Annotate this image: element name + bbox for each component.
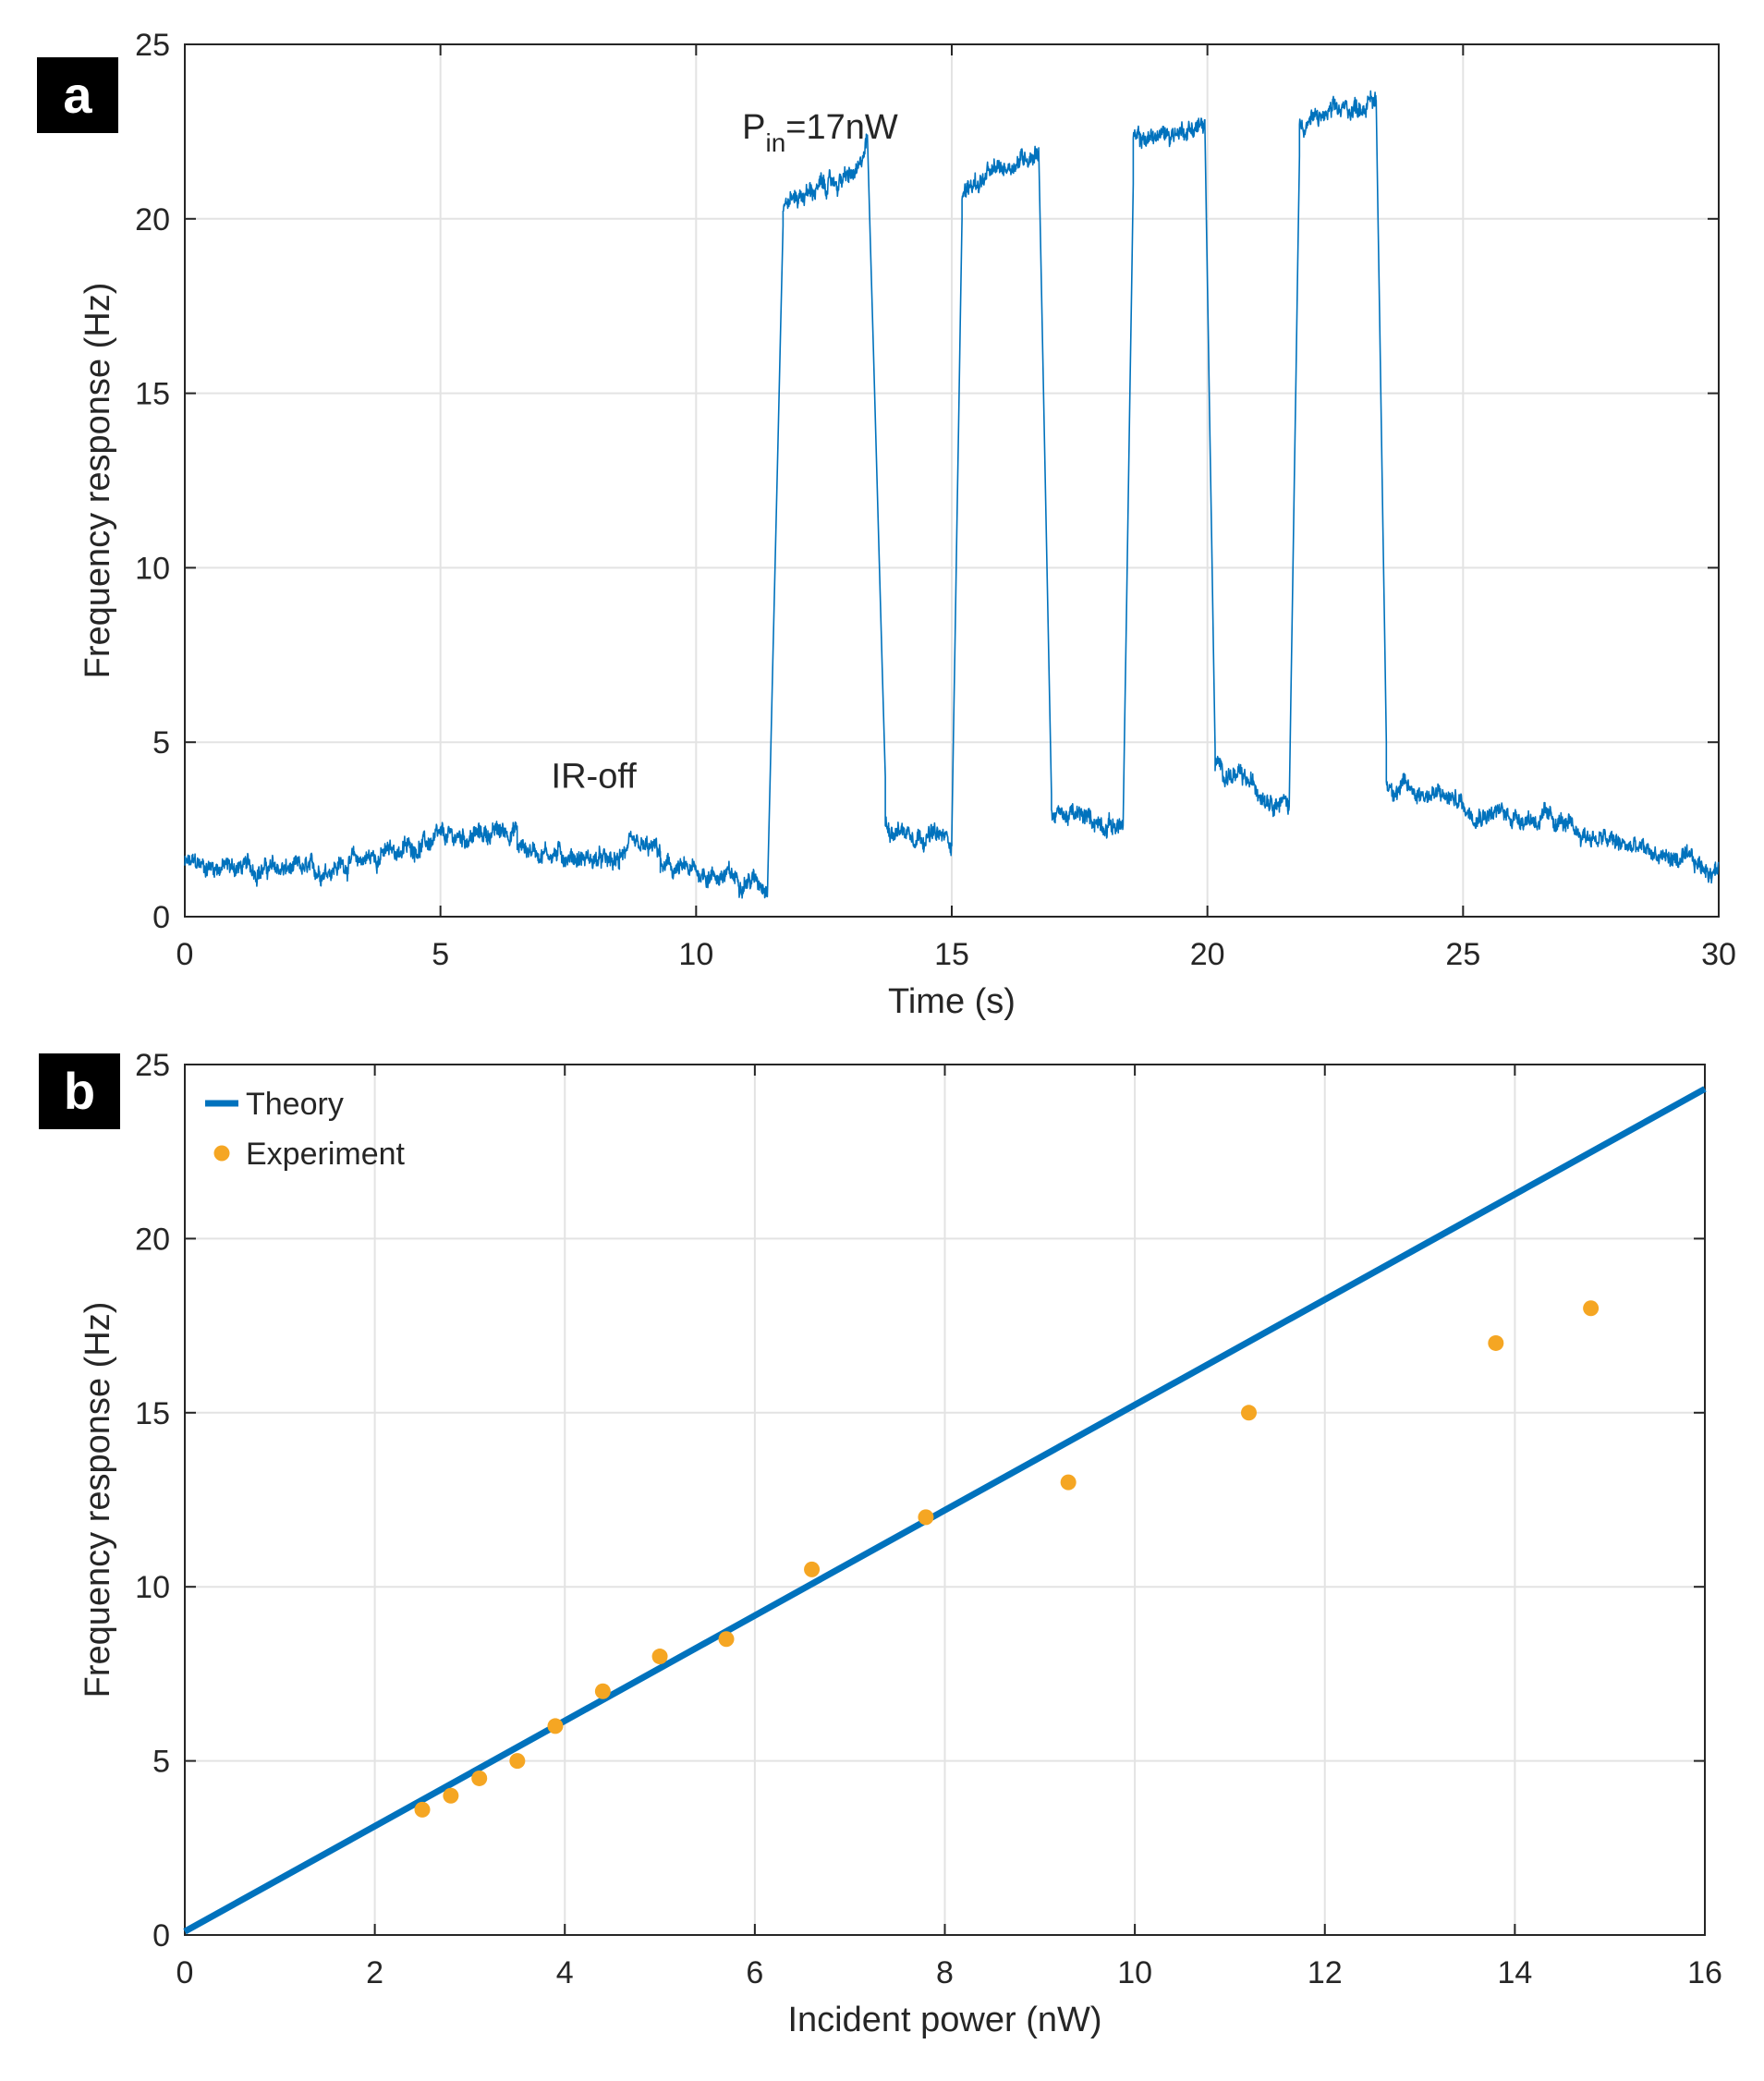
annotation-pin-main: P bbox=[742, 108, 765, 147]
annotation-ir-off: IR-off bbox=[552, 757, 638, 796]
y-tick-label: 25 bbox=[135, 1048, 170, 1083]
annotation-pin-sub: in bbox=[765, 128, 785, 157]
y-tick-label: 5 bbox=[152, 1745, 170, 1780]
x-tick-label: 8 bbox=[936, 1955, 954, 1990]
y-tick-label: 10 bbox=[135, 551, 170, 586]
y-tick-label: 25 bbox=[135, 28, 170, 63]
experiment-point bbox=[414, 1801, 431, 1818]
y-tick-label: 15 bbox=[135, 1396, 170, 1431]
panel-label-a: a bbox=[37, 57, 118, 133]
series-line-theory bbox=[183, 1086, 1707, 1935]
x-tick-label: 25 bbox=[1445, 937, 1480, 972]
experiment-point bbox=[718, 1631, 735, 1648]
experiment-point bbox=[471, 1770, 488, 1786]
experiment-point bbox=[1241, 1405, 1257, 1421]
y-axis-label: Frequency response (Hz) bbox=[79, 283, 117, 679]
y-tick-label: 10 bbox=[135, 1570, 170, 1605]
legend-experiment-marker bbox=[213, 1145, 230, 1162]
x-tick-label: 20 bbox=[1190, 937, 1225, 972]
y-tick-label: 5 bbox=[152, 725, 170, 761]
x-tick-label: 10 bbox=[1117, 1955, 1152, 1990]
annotation-pin: Pin=17nW bbox=[742, 108, 898, 157]
x-tick-label: 12 bbox=[1308, 1955, 1343, 1990]
experiment-point bbox=[804, 1561, 821, 1577]
experiment-point bbox=[651, 1649, 668, 1665]
experiment-point bbox=[1583, 1300, 1600, 1317]
y-tick-label: 0 bbox=[152, 900, 170, 935]
experiment-point bbox=[547, 1718, 564, 1734]
y-tick-label: 15 bbox=[135, 377, 170, 412]
x-tick-label: 30 bbox=[1701, 937, 1736, 972]
x-tick-label: 4 bbox=[556, 1955, 574, 1990]
experiment-point bbox=[509, 1753, 526, 1770]
x-tick-label: 2 bbox=[366, 1955, 383, 1990]
plot-b: 0 2 4 6 8 10 12 14 16 0 5 10 15 20 25 Incident power (n… bbox=[79, 1048, 1722, 2039]
panel-label-b: b bbox=[39, 1053, 120, 1129]
legend-theory-label: Theory bbox=[246, 1087, 344, 1122]
x-tick-label: 6 bbox=[746, 1955, 763, 1990]
plot-a: 0 5 10 15 20 25 30 0 5 10 15 20 25 Time (s) Frequency … bbox=[79, 28, 1736, 1021]
y-tick-label: 20 bbox=[135, 202, 170, 237]
x-tick-label: 14 bbox=[1497, 1955, 1532, 1990]
x-tick-label: 0 bbox=[176, 1955, 194, 1990]
legend-experiment-label: Experiment bbox=[246, 1137, 406, 1172]
x-axis-label: Incident power (nW) bbox=[787, 2001, 1101, 2039]
experiment-point bbox=[918, 1509, 934, 1526]
x-axis-label: Time (s) bbox=[888, 982, 1016, 1021]
experiment-point bbox=[594, 1683, 611, 1699]
series-line-frequency-response bbox=[184, 90, 1720, 899]
experiment-point bbox=[443, 1787, 459, 1804]
y-tick-label: 0 bbox=[152, 1918, 170, 1953]
x-tick-label: 0 bbox=[176, 937, 194, 972]
annotation-pin-rest: =17nW bbox=[785, 108, 898, 147]
y-axis-label: Frequency response (Hz) bbox=[79, 1302, 117, 1698]
x-tick-label: 5 bbox=[432, 937, 449, 972]
x-tick-label: 10 bbox=[678, 937, 713, 972]
experiment-point bbox=[1060, 1474, 1077, 1491]
x-tick-label: 16 bbox=[1687, 1955, 1722, 1990]
experiment-point bbox=[1488, 1334, 1504, 1351]
y-tick-label: 20 bbox=[135, 1222, 170, 1257]
x-tick-label: 15 bbox=[934, 937, 969, 972]
